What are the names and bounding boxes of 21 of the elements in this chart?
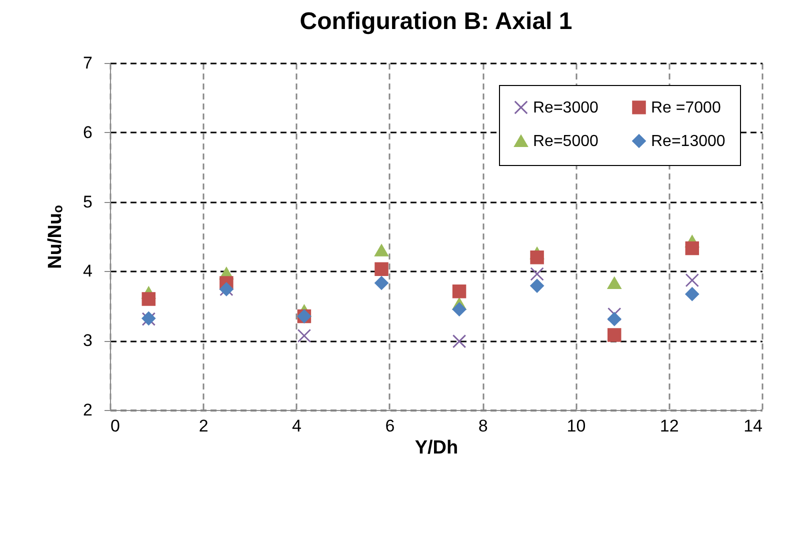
x-tick-label: 2 <box>198 416 208 436</box>
y-tick-label: 5 <box>83 192 92 212</box>
y-tick-label: 2 <box>83 400 92 420</box>
x-tick-label: 14 <box>744 416 762 436</box>
chart-title: Configuration B: Axial 1 <box>300 8 572 35</box>
x-tick-label: 0 <box>110 416 120 436</box>
legend-label: Re=3000 <box>533 99 598 116</box>
y-tick-label: 6 <box>83 122 92 142</box>
x-tick-label: 10 <box>566 416 586 436</box>
x-axis-title: Y/Dh <box>414 438 458 458</box>
y-axis-title: Nu/Nuₒ <box>45 204 66 269</box>
x-tick-label: 4 <box>292 416 302 436</box>
legend-label: Re =7000 <box>651 99 721 116</box>
x-tick-label: 12 <box>660 416 679 436</box>
y-tick-label: 7 <box>83 54 92 72</box>
y-tick-label: 3 <box>83 331 92 350</box>
x-tick-label: 8 <box>478 416 488 436</box>
x-tick-label: 6 <box>385 416 395 436</box>
legend-label: Re=5000 <box>533 133 598 150</box>
y-tick-label: 4 <box>83 262 92 281</box>
legend-label: Re=13000 <box>651 133 726 150</box>
